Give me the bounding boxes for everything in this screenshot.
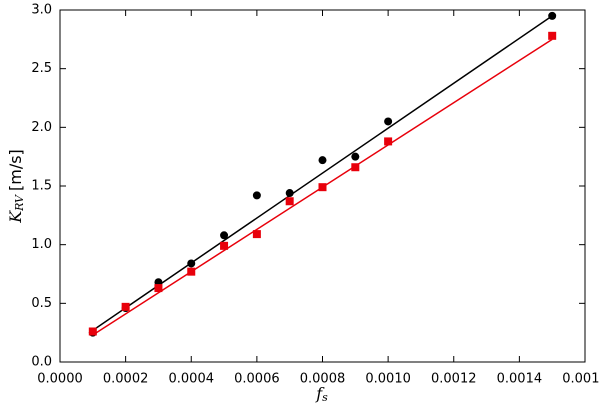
x-tick-label: 0.0012 (431, 372, 477, 387)
square-point (548, 31, 557, 40)
x-tick-label: 0.0016 (562, 372, 600, 387)
square-point (154, 284, 163, 293)
x-tick-label: 0.0014 (497, 372, 543, 387)
x-label-sub: s (322, 391, 328, 404)
square-point (88, 327, 97, 336)
square-point (318, 183, 327, 192)
y-tick-label: 1.5 (31, 179, 52, 194)
x-tick-label: 0.0004 (169, 372, 215, 387)
x-tick-label: 0.0006 (234, 372, 280, 387)
y-label-unit: [m/s] (6, 149, 25, 191)
x-tick-label: 0.0002 (103, 372, 149, 387)
square-point (351, 163, 360, 172)
x-label-main: f (315, 384, 325, 403)
square-point (220, 241, 229, 250)
square-point (285, 197, 294, 206)
y-tick-label: 2.0 (31, 120, 52, 135)
circle-point (548, 11, 557, 20)
y-tick-label: 0.0 (31, 355, 52, 370)
y-axis-label: KRV [m/s] (6, 149, 27, 224)
square-point (384, 137, 393, 146)
circle-point (220, 231, 229, 240)
y-tick-label: 0.5 (31, 296, 52, 311)
y-label-main: K (6, 210, 25, 224)
circle-point (187, 259, 196, 268)
x-axis-label: fs (315, 384, 328, 405)
circle-point (351, 152, 360, 161)
y-label-sub: RV (13, 194, 26, 212)
circle-point (318, 156, 327, 165)
y-tick-label: 3.0 (31, 3, 52, 18)
x-tick-label: 0.0010 (365, 372, 411, 387)
circle-point (384, 117, 393, 126)
square-point (121, 302, 130, 311)
circle-point (252, 191, 261, 200)
square-point (187, 267, 196, 276)
x-tick-label: 0.0000 (37, 372, 83, 387)
y-tick-label: 2.5 (31, 61, 52, 76)
fit-line (92, 15, 553, 331)
circle-point (285, 189, 294, 198)
square-point (252, 230, 261, 239)
y-tick-label: 1.0 (31, 237, 52, 252)
x-tick-label: 0.0008 (300, 372, 346, 387)
